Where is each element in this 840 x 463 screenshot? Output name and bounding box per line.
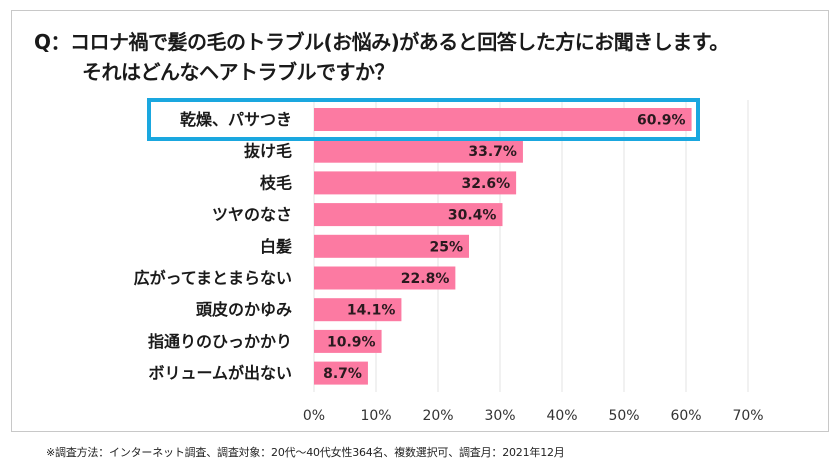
value-label: 14.1% — [347, 303, 396, 319]
bar — [314, 234, 469, 258]
chart-title-line1: Q：コロナ禍で髪の毛のトラブル(お悩み)があると回答した方にお聞きします。 — [34, 30, 729, 54]
x-tick-label: 50% — [608, 408, 639, 424]
x-axis-tick-labels: 0% 10% 20% 30% 40% 50% 60% 70% — [303, 408, 764, 424]
value-labels: 60.9% 33.7% 32.6% 30.4% 25% 22.8% 14.1% 10.9% 8.… — [323, 113, 685, 383]
value-label: 32.6% — [462, 176, 511, 192]
category-label: 広がってまとまらない — [134, 269, 292, 288]
value-label: 25% — [429, 239, 463, 255]
category-labels: 乾燥、パサつき抜け毛枝毛ツヤのなさ白髪広がってまとまらない頭皮のかゆみ指通りのひ… — [134, 110, 292, 383]
bar — [314, 108, 692, 131]
x-tick-label: 0% — [303, 408, 325, 424]
value-label: 33.7% — [468, 144, 517, 160]
bars — [314, 108, 692, 385]
category-label: ボリュームが出ない — [148, 364, 292, 383]
bar — [314, 298, 402, 322]
category-label: 乾燥、パサつき — [180, 110, 292, 129]
chart-title-line2: それはどんなヘアトラブルですか？ — [82, 60, 395, 84]
x-tick-label: 40% — [546, 408, 577, 424]
survey-footnote: ※調査方法：インターネット調査、調査対象：20代～40代女性364名、複数選択可… — [46, 446, 565, 459]
category-label: 白髪 — [260, 237, 292, 256]
bar — [314, 361, 368, 385]
highlight-box — [147, 98, 700, 141]
category-label: ツヤのなさ — [212, 205, 292, 224]
bar — [314, 329, 382, 353]
value-label: 8.7% — [323, 366, 362, 382]
value-label: 10.9% — [327, 334, 376, 350]
category-label: 抜け毛 — [244, 142, 292, 161]
value-label: 30.4% — [448, 208, 497, 224]
x-tick-label: 70% — [732, 408, 763, 424]
category-label: 枝毛 — [259, 173, 292, 192]
value-label: 22.8% — [401, 271, 450, 287]
x-tick-label: 20% — [422, 408, 453, 424]
x-tick-label: 10% — [360, 408, 391, 424]
category-label: 指通りのひっかかり — [148, 332, 292, 351]
category-label: 頭皮のかゆみ — [196, 300, 292, 319]
x-tick-label: 30% — [484, 408, 515, 424]
bar — [314, 203, 503, 227]
bar — [314, 171, 517, 195]
bar — [314, 266, 456, 290]
x-tick-label: 60% — [670, 408, 701, 424]
bar — [314, 139, 523, 163]
value-label: 60.9% — [637, 113, 686, 129]
